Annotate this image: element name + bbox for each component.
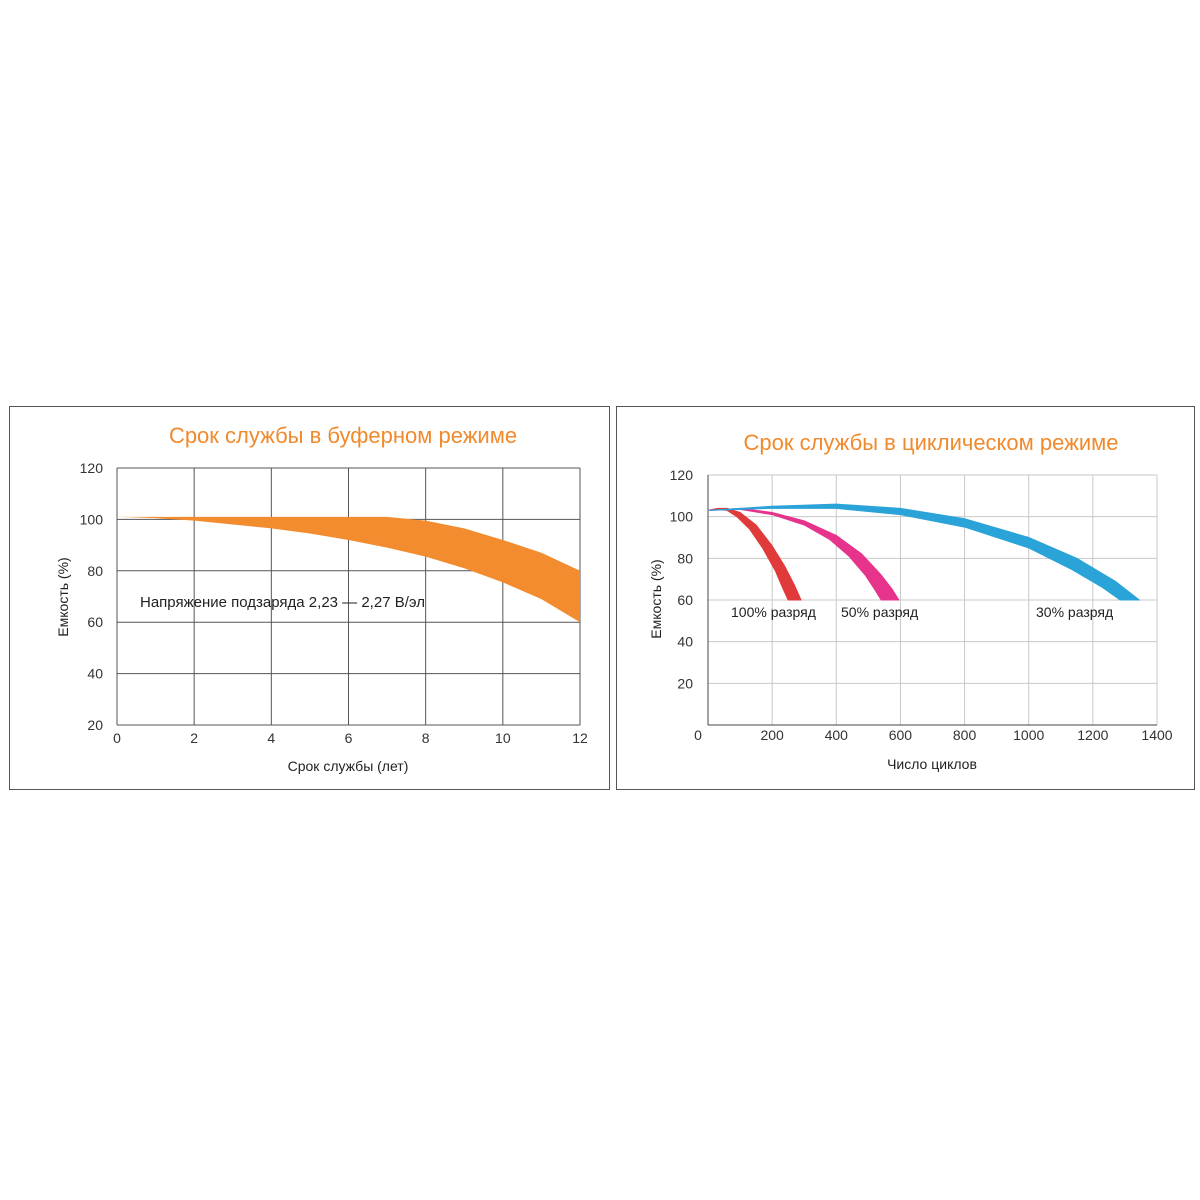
x-tick-label: 400	[825, 727, 849, 743]
x-tick-label: 600	[889, 727, 913, 743]
marks: 100% разряд 50% разряд 30% разряд	[707, 503, 1140, 620]
series-label: 30% разряд	[1036, 604, 1113, 620]
chart-title: Срок службы в буферном режиме	[169, 423, 517, 448]
y-tick-label: 60	[677, 592, 693, 608]
x-tick-label: 4	[267, 730, 275, 746]
ticks: 0 200 400 600 800 1000 1200 1400 120 100 80 60 40 20	[670, 467, 1173, 743]
x-tick-label: 1400	[1141, 727, 1172, 743]
x-tick-label: 10	[495, 730, 511, 746]
y-axis-label: Емкость (%)	[648, 559, 664, 638]
y-tick-label: 20	[677, 675, 693, 691]
x-tick-label: 1000	[1013, 727, 1044, 743]
x-tick-label: 800	[953, 727, 977, 743]
y-axis-label: Емкость (%)	[55, 557, 71, 636]
series-band-1	[707, 507, 900, 601]
y-tick-label: 20	[87, 717, 103, 733]
y-tick-label: 80	[677, 550, 693, 566]
ticks: 0 2 4 6 8 10 12 120 100 80 60 40 20	[80, 460, 588, 746]
chart-panel-buffer: Срок службы в буферном режиме 0 2 4 6 8 10 12 1…	[9, 406, 610, 790]
y-tick-label: 40	[87, 666, 103, 682]
y-tick-label: 100	[80, 511, 104, 527]
grid	[707, 474, 1158, 726]
annotation: Напряжение подзаряда 2,23 — 2,27 В/эл	[140, 594, 425, 611]
y-tick-label: 120	[80, 460, 104, 476]
chart-title: Срок службы в циклическом режиме	[744, 430, 1119, 455]
chart-cyclic-svg: Срок службы в циклическом режиме 100% ра…	[648, 430, 1173, 772]
x-tick-label: 8	[422, 730, 430, 746]
x-tick-label: 12	[572, 730, 588, 746]
series-band-0	[707, 507, 802, 601]
chart-panel-cyclic: Срок службы в циклическом режиме 100% ра…	[616, 406, 1195, 790]
y-tick-label: 80	[87, 563, 103, 579]
y-tick-label: 120	[670, 467, 694, 483]
y-tick-label: 60	[87, 614, 103, 630]
chart-buffer-svg: Срок службы в буферном режиме 0 2 4 6 8 10 12 1…	[55, 423, 588, 774]
marks	[117, 516, 580, 623]
x-tick-label: 1200	[1077, 727, 1108, 743]
x-tick-label: 200	[760, 727, 784, 743]
series-label: 50% разряд	[841, 604, 918, 620]
y-tick-label: 100	[670, 509, 694, 525]
x-tick-label: 6	[345, 730, 353, 746]
series-label: 100% разряд	[731, 604, 816, 620]
x-axis-label: Число циклов	[887, 756, 977, 772]
x-tick-label: 0	[113, 730, 121, 746]
x-tick-label: 2	[190, 730, 198, 746]
x-tick-label: 0	[694, 727, 702, 743]
y-tick-label: 40	[677, 634, 693, 650]
series-band-2	[707, 503, 1140, 601]
x-axis-label: Срок службы (лет)	[288, 758, 409, 774]
capacity-band	[117, 516, 580, 623]
